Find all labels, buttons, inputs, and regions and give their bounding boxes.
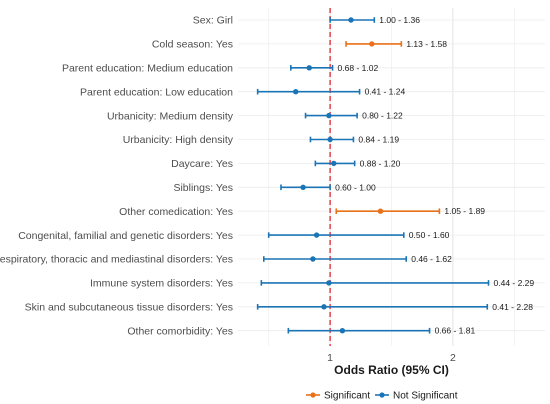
estimate-point bbox=[313, 232, 320, 238]
row-label: Other comorbidity: Yes bbox=[127, 325, 233, 337]
legend-key-point bbox=[379, 392, 385, 398]
forest-row: 0.88 - 1.20 bbox=[314, 158, 401, 168]
ci-label: 0.66 - 1.81 bbox=[435, 326, 476, 336]
forest-row: 0.41 - 1.24 bbox=[256, 87, 406, 97]
estimate-point bbox=[293, 89, 299, 95]
ci-label: 0.50 - 1.60 bbox=[409, 230, 450, 240]
forest-row: 1.00 - 1.36 bbox=[329, 15, 420, 25]
forest-row: 1.13 - 1.58 bbox=[345, 39, 447, 49]
row-label: Immune system disorders: Yes bbox=[90, 278, 233, 290]
forest-row: 0.60 - 1.00 bbox=[280, 182, 376, 192]
estimate-point bbox=[327, 136, 333, 143]
ci-label: 0.44 - 2.29 bbox=[494, 278, 535, 288]
x-tick-label: 1 bbox=[327, 352, 333, 364]
ci-label: 1.13 - 1.58 bbox=[406, 39, 447, 49]
row-label: Urbanicity: High density bbox=[123, 134, 234, 146]
ci-label: 0.84 - 1.19 bbox=[358, 135, 399, 145]
row-label: Urbanicity: Medium density bbox=[107, 110, 234, 122]
grid bbox=[238, 8, 545, 346]
forest-row: 0.84 - 1.19 bbox=[309, 135, 399, 145]
forest-row: 0.46 - 1.62 bbox=[262, 254, 452, 264]
estimate-point bbox=[321, 304, 327, 310]
forest-row: 1.05 - 1.89 bbox=[335, 206, 485, 216]
legend-key-point bbox=[310, 392, 316, 398]
ci-label: 0.60 - 1.00 bbox=[335, 182, 376, 192]
estimate-point bbox=[306, 65, 312, 71]
row-label: Other comedication: Yes bbox=[119, 206, 233, 218]
forest-row: 0.68 - 1.02 bbox=[290, 63, 379, 73]
ci-label: 1.00 - 1.36 bbox=[379, 15, 420, 25]
ci-label: 0.88 - 1.20 bbox=[360, 158, 401, 168]
forest-row: 0.50 - 1.60 bbox=[267, 230, 450, 240]
row-label: Cold season: Yes bbox=[152, 39, 233, 51]
ci-label: 0.80 - 1.22 bbox=[362, 111, 403, 121]
row-label: Daycare: Yes bbox=[171, 158, 233, 170]
ci-label: 0.41 - 2.28 bbox=[492, 302, 533, 312]
forest-row: 0.44 - 2.29 bbox=[260, 278, 535, 288]
legend-label: Significant bbox=[324, 391, 370, 402]
forest-row: 0.66 - 1.81 bbox=[287, 326, 476, 336]
forest-row: 0.80 - 1.22 bbox=[304, 111, 403, 121]
estimate-point bbox=[310, 256, 316, 262]
estimate-point bbox=[300, 184, 306, 190]
estimate-marks: 1.00 - 1.36 1.13 - 1.58 0.68 - 1.02 0.41 - … bbox=[256, 15, 535, 336]
ci-label: 0.68 - 1.02 bbox=[338, 63, 379, 73]
legend-label: Not Significant bbox=[393, 391, 458, 402]
row-label: Skin and subcutaneous tissue disorders: … bbox=[25, 302, 233, 314]
row-label: Respiratory, thoracic and mediastinal di… bbox=[0, 254, 233, 266]
ci-label: 0.41 - 1.24 bbox=[365, 87, 406, 97]
row-label: Sex: Girl bbox=[193, 15, 233, 27]
row-label: Congenital, familial and genetic disorde… bbox=[18, 230, 233, 242]
estimate-point bbox=[369, 41, 375, 47]
row-label: Parent education: Medium education bbox=[62, 63, 233, 75]
legend: Significant Not Significant bbox=[306, 391, 458, 402]
estimate-point bbox=[331, 160, 337, 167]
legend-item: Not Significant bbox=[375, 391, 458, 402]
estimate-point bbox=[326, 280, 332, 286]
forest-row: 0.41 - 2.28 bbox=[256, 302, 533, 312]
ci-label: 1.05 - 1.89 bbox=[444, 206, 485, 216]
x-axis-title: Odds Ratio (95% CI) bbox=[334, 363, 449, 377]
estimate-point bbox=[339, 328, 346, 334]
estimate-point bbox=[377, 208, 384, 214]
row-labels: Sex: Girl Cold season: Yes Parent educatio… bbox=[0, 15, 234, 338]
row-label: Parent education: Low education bbox=[80, 86, 233, 98]
ci-label: 0.46 - 1.62 bbox=[411, 254, 452, 264]
estimate-point bbox=[326, 112, 332, 119]
legend-item: Significant bbox=[306, 391, 370, 402]
estimate-point bbox=[348, 17, 354, 23]
x-tick-label: 2 bbox=[450, 352, 456, 364]
row-label: Siblings: Yes bbox=[173, 182, 233, 194]
